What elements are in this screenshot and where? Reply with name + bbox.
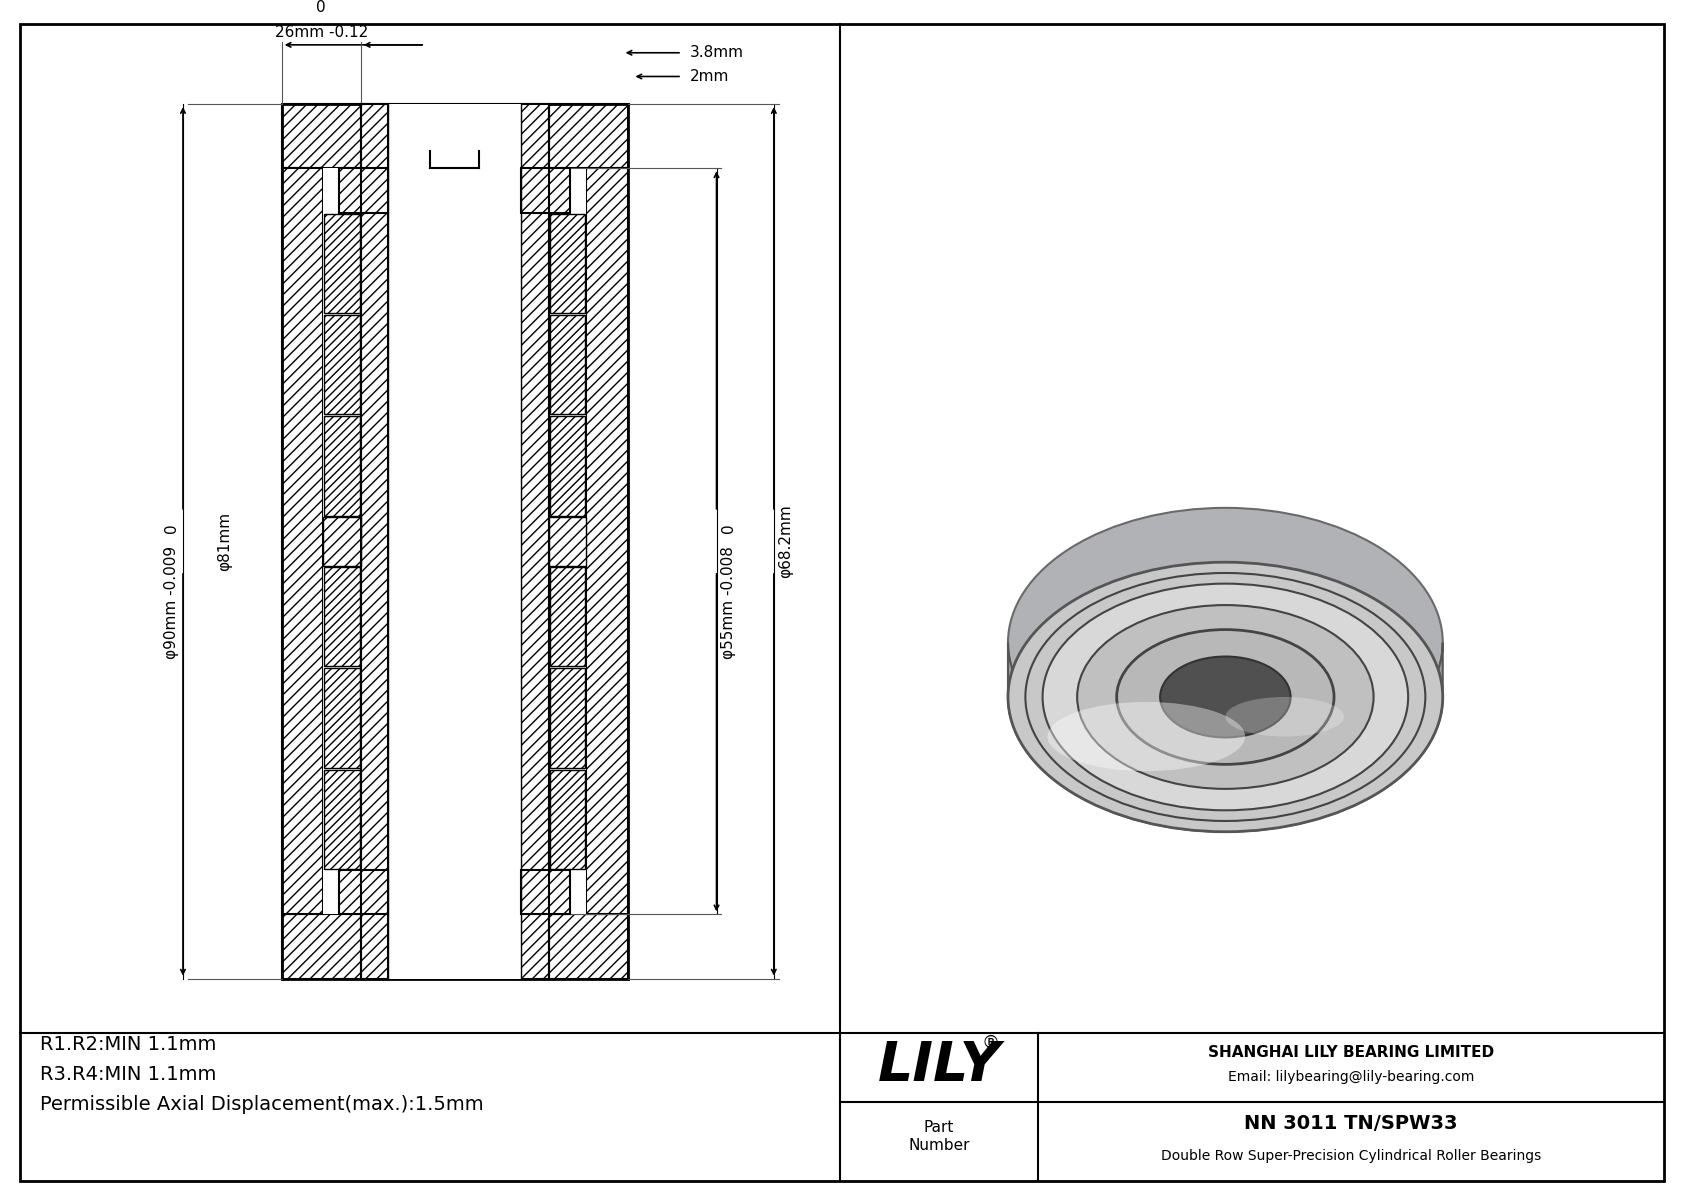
Text: φ81mm: φ81mm bbox=[217, 512, 232, 570]
Ellipse shape bbox=[1226, 697, 1344, 736]
Bar bbox=[520, 104, 549, 979]
Bar bbox=[549, 517, 586, 566]
Text: Part
Number: Part Number bbox=[908, 1121, 970, 1153]
Text: R3: R3 bbox=[470, 224, 493, 243]
Text: R1: R1 bbox=[470, 145, 493, 163]
Text: 2mm: 2mm bbox=[690, 69, 729, 85]
Text: 26mm -0.12: 26mm -0.12 bbox=[274, 25, 367, 40]
Bar bbox=[549, 214, 584, 313]
Bar bbox=[389, 104, 520, 979]
Text: φ68.2mm: φ68.2mm bbox=[778, 505, 793, 579]
Ellipse shape bbox=[1116, 630, 1334, 765]
Text: R2: R2 bbox=[470, 189, 493, 208]
Text: LILY: LILY bbox=[877, 1039, 1000, 1092]
Bar bbox=[549, 316, 584, 414]
Text: Permissible Axial Displacement(max.):1.5mm: Permissible Axial Displacement(max.):1.5… bbox=[40, 1095, 483, 1114]
Text: SHANGHAI LILY BEARING LIMITED: SHANGHAI LILY BEARING LIMITED bbox=[1207, 1046, 1494, 1060]
Bar bbox=[520, 869, 571, 915]
Bar bbox=[323, 517, 360, 566]
Bar bbox=[429, 150, 480, 168]
Text: Double Row Super-Precision Cylindrical Roller Bearings: Double Row Super-Precision Cylindrical R… bbox=[1160, 1149, 1541, 1164]
Ellipse shape bbox=[1042, 584, 1408, 810]
Text: Email: lilybearing@lily-bearing.com: Email: lilybearing@lily-bearing.com bbox=[1228, 1071, 1474, 1084]
Bar bbox=[325, 316, 360, 414]
Bar bbox=[549, 417, 584, 516]
Ellipse shape bbox=[1009, 507, 1443, 778]
Text: R4: R4 bbox=[450, 274, 475, 292]
Bar bbox=[549, 567, 584, 666]
Bar bbox=[281, 168, 323, 915]
Text: R1.R2:MIN 1.1mm: R1.R2:MIN 1.1mm bbox=[40, 1035, 216, 1054]
Bar bbox=[281, 915, 628, 979]
Bar bbox=[281, 104, 628, 168]
Text: φ90mm -0.009: φ90mm -0.009 bbox=[163, 547, 179, 660]
Bar bbox=[549, 769, 584, 869]
Bar bbox=[338, 869, 389, 915]
Text: ®: ® bbox=[982, 1034, 999, 1052]
Text: 3.8mm: 3.8mm bbox=[690, 45, 744, 61]
Ellipse shape bbox=[1160, 656, 1290, 737]
Bar bbox=[325, 214, 360, 313]
Bar bbox=[325, 668, 360, 768]
Text: 0: 0 bbox=[317, 0, 327, 15]
Text: R3.R4:MIN 1.1mm: R3.R4:MIN 1.1mm bbox=[40, 1065, 216, 1084]
Bar bbox=[325, 769, 360, 869]
Bar bbox=[323, 168, 586, 915]
Bar bbox=[338, 168, 389, 213]
Text: NN 3011 TN/SPW33: NN 3011 TN/SPW33 bbox=[1244, 1115, 1458, 1134]
Text: 0: 0 bbox=[721, 524, 736, 534]
Bar bbox=[520, 168, 571, 213]
Text: 0: 0 bbox=[163, 524, 179, 534]
Polygon shape bbox=[1009, 643, 1443, 831]
Bar bbox=[325, 567, 360, 666]
Bar bbox=[360, 104, 389, 979]
Polygon shape bbox=[1116, 643, 1334, 765]
Bar bbox=[549, 668, 584, 768]
Bar bbox=[586, 168, 628, 915]
Text: φ55mm -0.008: φ55mm -0.008 bbox=[721, 547, 736, 659]
Ellipse shape bbox=[1047, 701, 1244, 771]
Bar bbox=[325, 417, 360, 516]
Ellipse shape bbox=[1009, 562, 1443, 831]
Ellipse shape bbox=[1078, 605, 1374, 788]
